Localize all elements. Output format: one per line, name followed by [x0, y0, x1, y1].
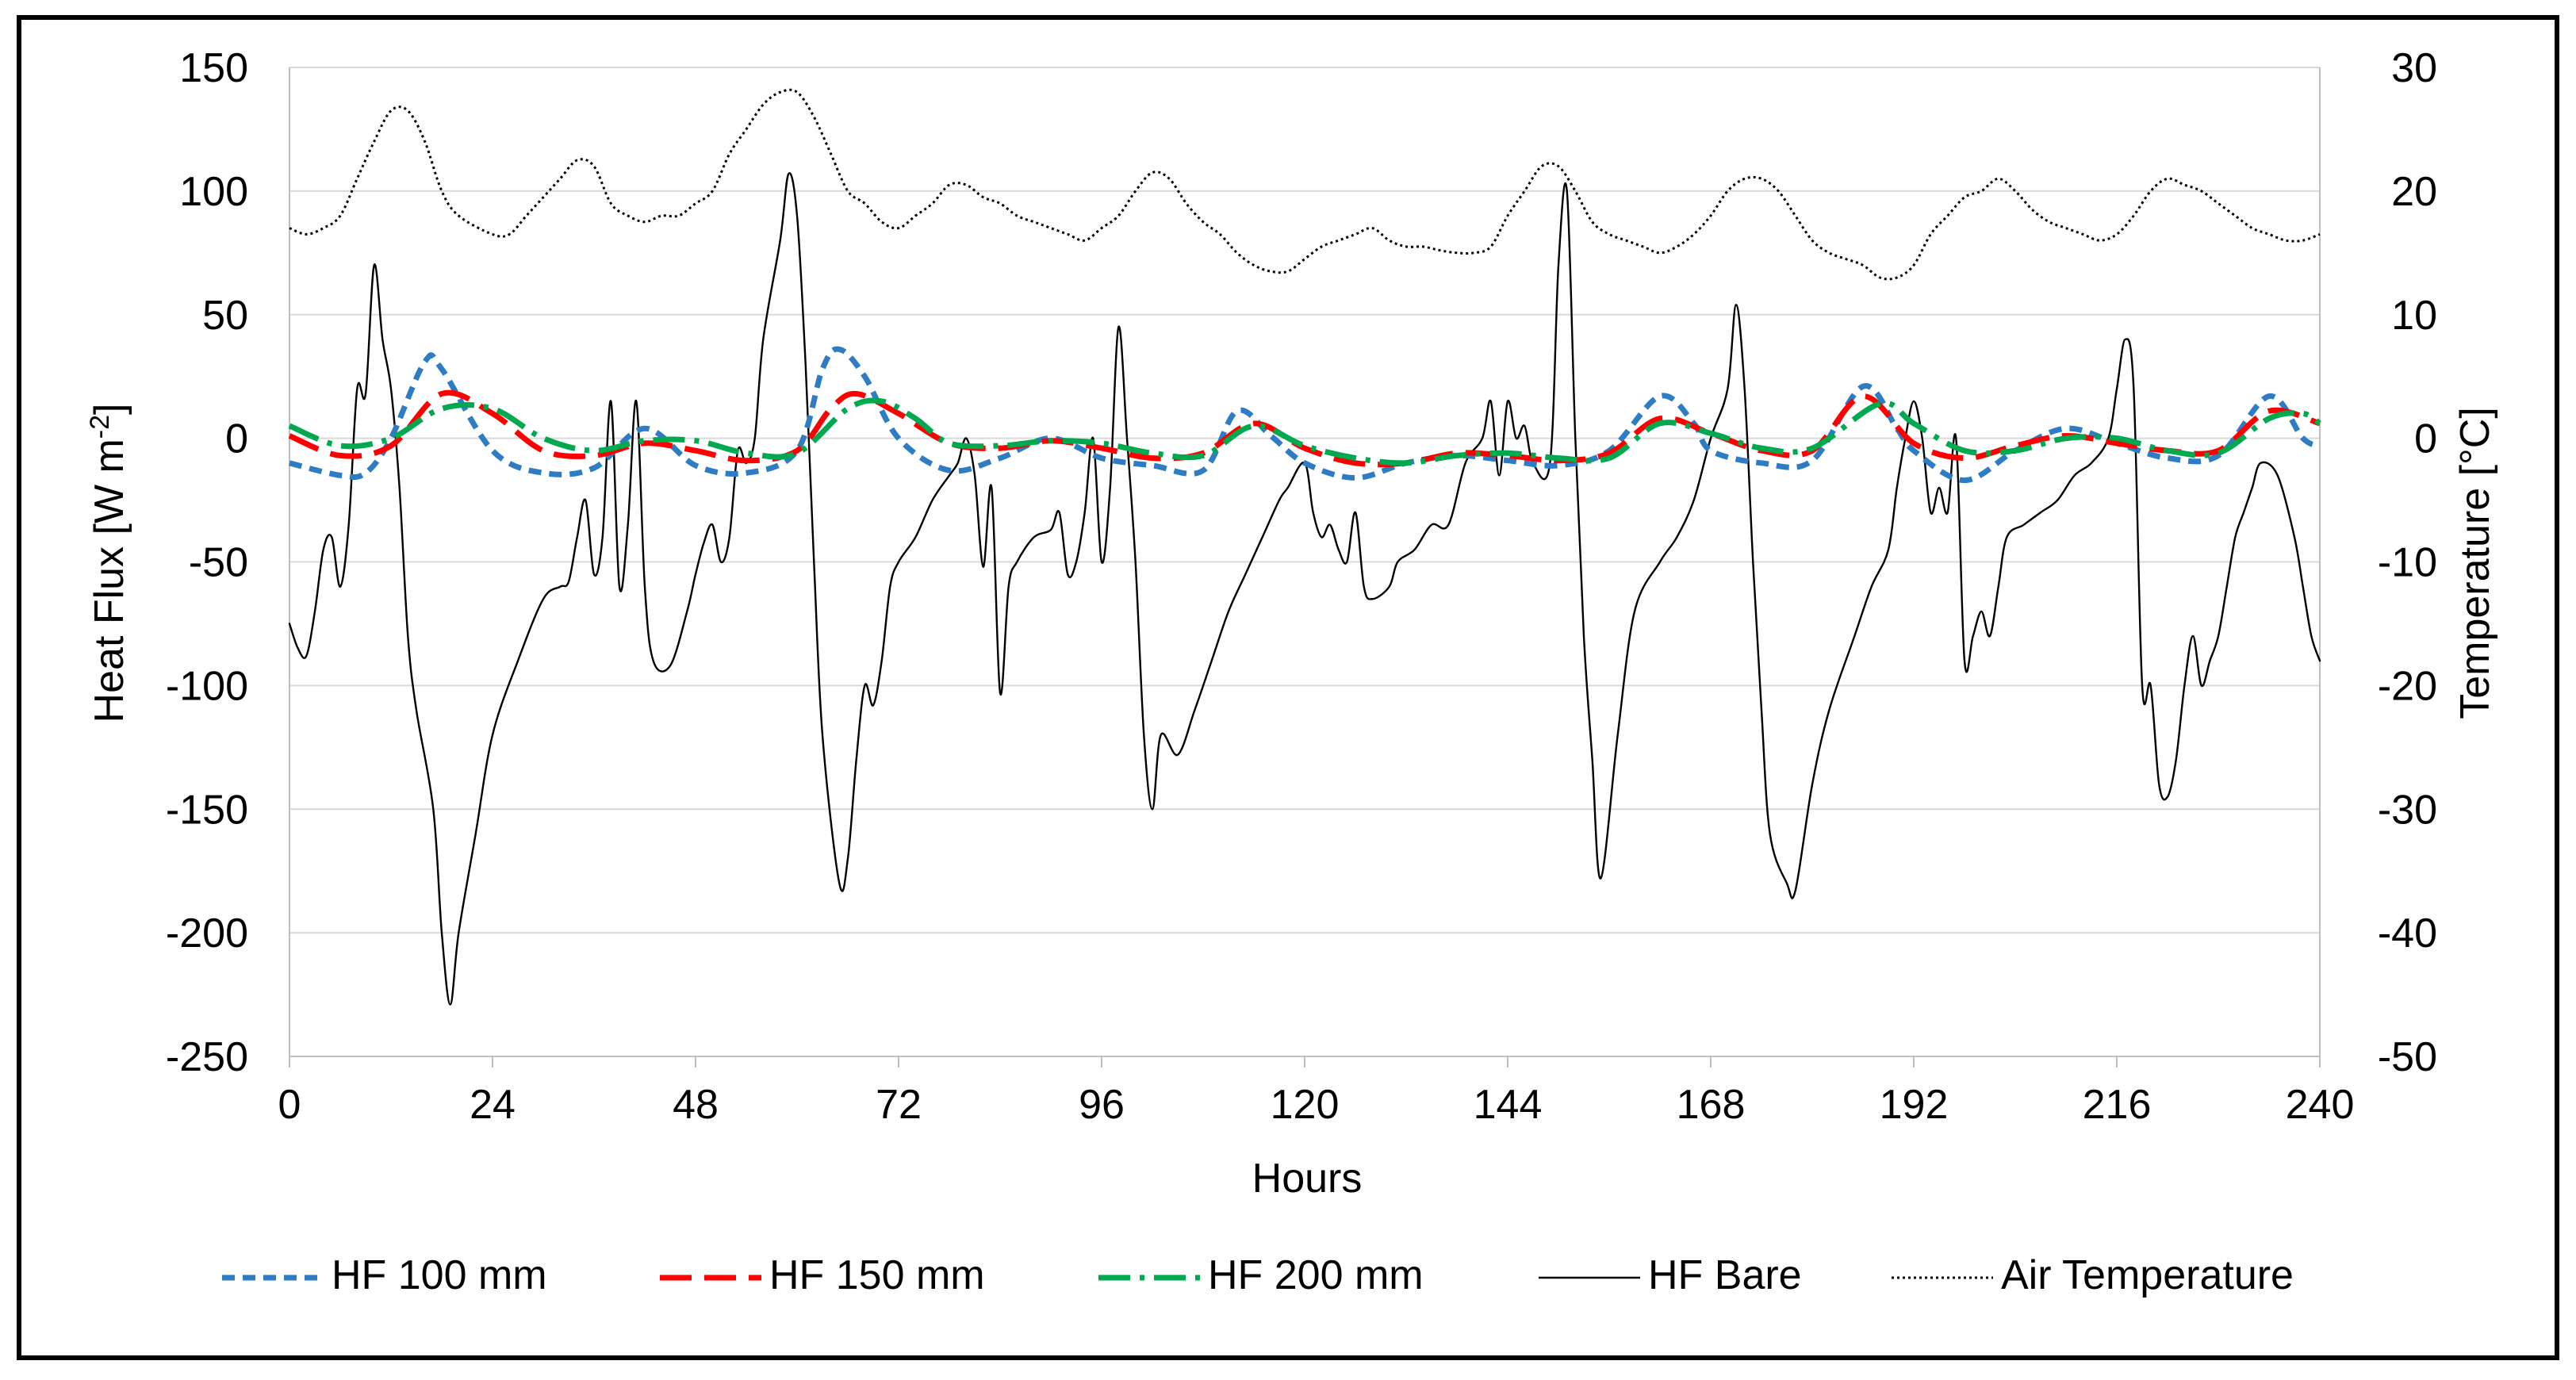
y-left-tick-label: -50 — [189, 540, 248, 586]
y-right-tick-label: -40 — [2378, 910, 2437, 956]
series-line-hf-100-mm — [289, 346, 2321, 484]
x-axis-label: Hours — [1252, 1156, 1363, 1202]
series-line-hf-200-mm — [288, 397, 2322, 466]
x-tick-label: 240 — [2286, 1082, 2355, 1128]
y-left-tick-label: 0 — [225, 416, 248, 462]
y-right-tick-label: -50 — [2378, 1034, 2437, 1080]
legend: HF 100 mm HF 150 mm HF 200 mm HF Bare Air Te… — [222, 1252, 2294, 1298]
y-left-tick-label: 100 — [179, 169, 248, 215]
legend-label-air-temperature: Air Temperature — [2001, 1252, 2294, 1298]
y-left-tick-label: -200 — [166, 910, 248, 956]
y-left-label-superscript: -2 — [85, 415, 115, 439]
y-axis-right-label: Temperature [°C] — [2452, 407, 2498, 719]
y-left-tick-label: -100 — [166, 663, 248, 709]
x-tick-label: 48 — [673, 1082, 719, 1128]
x-tick-label: 144 — [1474, 1082, 1543, 1128]
y-axis-left-label: Heat Flux [W m-2] — [85, 404, 132, 723]
series-layer — [288, 88, 2322, 1006]
y-right-tick-label: -30 — [2378, 787, 2437, 833]
y-right-tick-label: -10 — [2378, 540, 2437, 586]
legend-label-hf-100-mm: HF 100 mm — [332, 1252, 547, 1298]
y-left-tick-label: -250 — [166, 1034, 248, 1080]
left-axis-ticks: 150 100 50 0 -50 -100 -150 -200 -250 — [166, 45, 248, 1080]
x-tick-label: 24 — [470, 1082, 516, 1128]
y-right-tick-label: 30 — [2391, 45, 2437, 91]
y-right-tick-label: 0 — [2414, 416, 2437, 462]
y-right-tick-label: -20 — [2378, 663, 2437, 709]
x-tick-label: 168 — [1677, 1082, 1746, 1128]
y-left-tick-label: 50 — [202, 293, 248, 339]
y-left-tick-label: -150 — [166, 787, 248, 833]
x-axis-ticks: 0 24 48 72 96 120 144 168 192 216 240 — [278, 1056, 2355, 1128]
x-tick-label: 0 — [278, 1082, 301, 1128]
legend-label-hf-bare: HF Bare — [1648, 1252, 1802, 1298]
y-right-tick-label: 10 — [2391, 293, 2437, 339]
y-left-tick-label: 150 — [179, 45, 248, 91]
legend-label-hf-200-mm: HF 200 mm — [1208, 1252, 1424, 1298]
right-axis-ticks: 30 20 10 0 -10 -20 -30 -40 -50 — [2378, 45, 2437, 1080]
chart-frame — [17, 15, 2559, 1360]
series-line-hf-bare — [288, 172, 2321, 1006]
y-left-label-main: Heat Flux [W m — [86, 439, 132, 723]
x-tick-label: 72 — [876, 1082, 922, 1128]
x-tick-label: 96 — [1079, 1082, 1125, 1128]
y-right-tick-label: 20 — [2391, 169, 2437, 215]
legend-label-hf-150-mm: HF 150 mm — [769, 1252, 985, 1298]
x-tick-label: 192 — [1880, 1082, 1949, 1128]
y-left-label-end: ] — [86, 404, 132, 415]
x-tick-label: 120 — [1271, 1082, 1340, 1128]
series-line-air-temperature — [289, 88, 2321, 281]
x-tick-label: 216 — [2083, 1082, 2152, 1128]
